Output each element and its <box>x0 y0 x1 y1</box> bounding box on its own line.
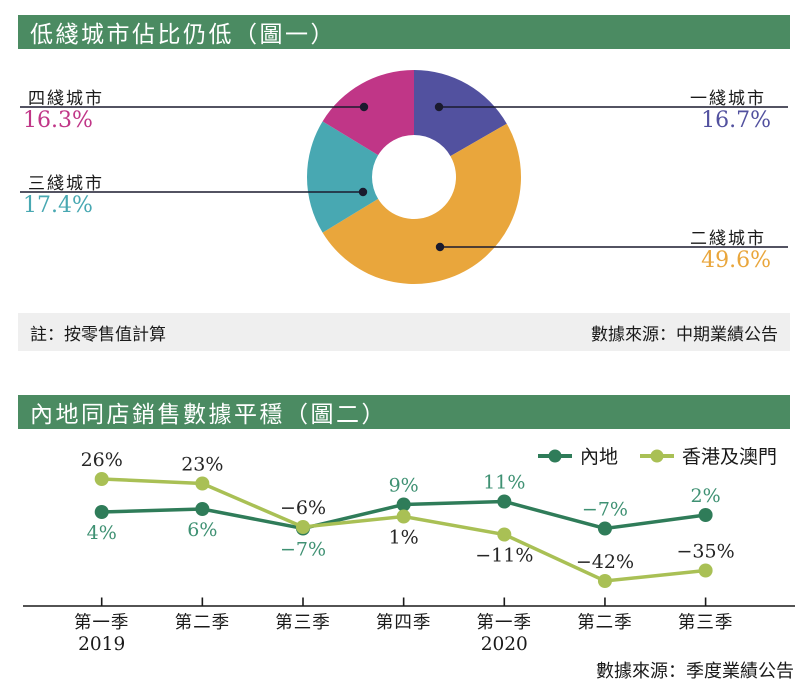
pie-label-tier3-name: 三綫城市 <box>28 174 104 194</box>
leader-dot-1 <box>434 102 444 112</box>
leader-dot-3 <box>358 187 368 197</box>
donut-slice-4 <box>322 70 414 156</box>
donut-slice-1 <box>414 70 507 157</box>
data-point-2-6 <box>597 574 612 588</box>
x-tick-label-1: 第一季 <box>74 613 130 633</box>
data-label-2-6: −42% <box>576 551 634 573</box>
data-label-1-3: −7% <box>280 539 326 561</box>
figure1-note: 註：按零售值計算 <box>30 324 166 345</box>
data-point-1-1 <box>94 505 109 519</box>
mainland-dot-icon <box>548 449 562 462</box>
x-tick-label-2: 第二季 <box>175 613 231 633</box>
pie-label-tier2-name: 二綫城市 <box>690 229 766 249</box>
legend-item-mainland: 內地 <box>538 442 618 469</box>
hk-macau-line-marker-icon <box>640 449 675 462</box>
figure1-source: 數據來源：中期業績公告 <box>591 324 778 345</box>
x-year-label-2019: 2019 <box>78 634 125 655</box>
donut-chart-svg <box>20 70 788 284</box>
data-label-2-7: −35% <box>677 541 735 563</box>
x-tick-label-6: 第二季 <box>577 613 633 633</box>
data-point-1-6 <box>597 521 612 536</box>
data-label-2-4: 1% <box>389 527 419 549</box>
line-chart-legend: 內地 香港及澳門 <box>538 442 777 469</box>
legend-label-hk-macau: 香港及澳門 <box>682 446 778 468</box>
data-point-2-4 <box>396 509 411 524</box>
data-label-1-2: 6% <box>187 519 217 541</box>
leader-dot-4 <box>359 102 369 112</box>
data-label-1-7: 2% <box>691 485 721 507</box>
data-point-1-4 <box>396 497 411 512</box>
leader-dot-2 <box>435 242 445 252</box>
data-point-2-7 <box>698 563 713 578</box>
x-year-label-2020: 2020 <box>481 634 528 655</box>
data-label-1-6: −7% <box>582 499 628 521</box>
legend-label-mainland: 內地 <box>580 446 619 468</box>
data-label-2-1: 26% <box>81 449 123 471</box>
pie-label-tier1-name: 一綫城市 <box>690 89 766 109</box>
x-tick-label-4: 第四季 <box>376 613 432 633</box>
data-label-2-3: −6% <box>280 497 326 519</box>
data-point-2-5 <box>497 527 512 542</box>
line-chart-svg: 第一季 第二季 第三季 第四季 第一季 第二季 第三季 2019 2020 4% 6% −7% 9% 11… <box>23 449 795 655</box>
donut-slice-3 <box>306 121 379 233</box>
data-label-2-2: 23% <box>181 454 223 476</box>
data-point-2-1 <box>94 472 109 486</box>
pie-label-tier1-value: 16.7% <box>701 108 771 133</box>
legend-item-hk-macau: 香港及澳門 <box>640 442 777 469</box>
data-point-2-2 <box>195 476 210 491</box>
data-label-1-1: 4% <box>87 522 117 544</box>
data-label-1-5: 11% <box>483 472 525 494</box>
data-point-1-2 <box>195 502 210 516</box>
x-tick-label-7: 第三季 <box>678 613 734 633</box>
mainland-line-marker-icon <box>538 449 572 462</box>
pie-label-tier4-value: 16.3% <box>23 108 93 133</box>
donut-slice-2 <box>322 123 521 284</box>
pie-label-tier2-value: 49.6% <box>701 248 771 273</box>
data-point-1-7 <box>698 508 713 522</box>
figure2-source: 數據來源：季度業績公告 <box>596 661 794 682</box>
data-label-2-5: −11% <box>475 545 533 567</box>
figure1-title: 低綫城市佔比仍低（圖一） <box>30 22 336 48</box>
data-point-1-5 <box>497 494 512 509</box>
figure2-title: 內地同店銷售數據平穩（圖二） <box>30 402 387 428</box>
figure1-header: 低綫城市佔比仍低（圖一） <box>18 15 790 49</box>
pie-label-tier3-value: 17.4% <box>23 193 93 218</box>
data-label-1-4: 9% <box>389 475 419 497</box>
hk-macau-dot-icon <box>650 449 664 462</box>
x-tick-label-3: 第三季 <box>275 613 331 633</box>
x-tick-label-5: 第一季 <box>477 613 533 633</box>
figure1-note-band: 註：按零售值計算 數據來源：中期業績公告 <box>18 313 790 351</box>
data-point-2-3 <box>296 520 310 534</box>
figure2-header: 內地同店銷售數據平穩（圖二） <box>18 395 790 429</box>
pie-label-tier4-name: 四綫城市 <box>28 89 104 109</box>
